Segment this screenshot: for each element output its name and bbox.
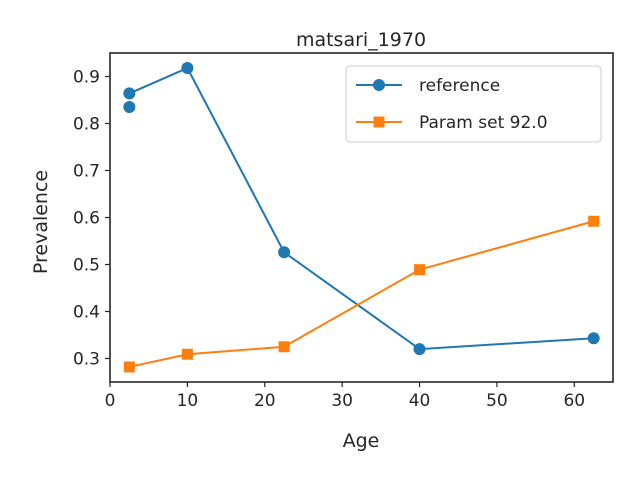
x-axis-label: Age bbox=[343, 430, 380, 452]
legend-marker bbox=[373, 79, 385, 91]
data-point bbox=[181, 348, 193, 360]
data-point bbox=[123, 101, 136, 114]
y-tick-label: 0.3 bbox=[73, 350, 100, 370]
data-point bbox=[181, 62, 194, 75]
data-point bbox=[414, 264, 426, 276]
data-point bbox=[123, 87, 136, 100]
data-point bbox=[278, 246, 291, 259]
data-point bbox=[587, 332, 600, 345]
data-point bbox=[588, 215, 600, 227]
y-tick-label: 0.9 bbox=[73, 68, 100, 88]
data-point bbox=[123, 361, 135, 373]
legend-marker bbox=[373, 116, 385, 128]
x-tick-label: 50 bbox=[486, 391, 508, 411]
legend: reference Param set 92.0 bbox=[345, 65, 602, 143]
y-tick-label: 0.8 bbox=[73, 115, 100, 135]
x-tick-label: 60 bbox=[563, 391, 585, 411]
x-tick-label: 20 bbox=[254, 391, 276, 411]
data-point bbox=[413, 343, 426, 356]
y-tick-label: 0.6 bbox=[73, 209, 100, 229]
y-axis-label: Prevalence bbox=[30, 170, 52, 274]
x-tick-label: 40 bbox=[409, 391, 431, 411]
y-tick-label: 0.7 bbox=[73, 162, 100, 182]
legend-box bbox=[345, 65, 602, 143]
series-1 bbox=[123, 215, 600, 373]
x-tick-label: 10 bbox=[177, 391, 199, 411]
series-line bbox=[129, 220, 594, 368]
y-tick-label: 0.4 bbox=[73, 303, 100, 323]
plot-area: 0 10 20 30 40 50 60 0.3 0.4 0.5 0.6 0.7 0.8 0.9 bbox=[73, 52, 614, 411]
data-point bbox=[278, 341, 290, 353]
x-tick-label: 30 bbox=[331, 391, 353, 411]
y-tick-label: 0.5 bbox=[73, 256, 100, 276]
legend-label: Param set 92.0 bbox=[419, 113, 548, 133]
chart-title: matsari_1970 bbox=[296, 29, 426, 51]
x-tick-label: 0 bbox=[105, 391, 116, 411]
series-0 bbox=[123, 62, 600, 356]
legend-label: reference bbox=[419, 76, 500, 96]
